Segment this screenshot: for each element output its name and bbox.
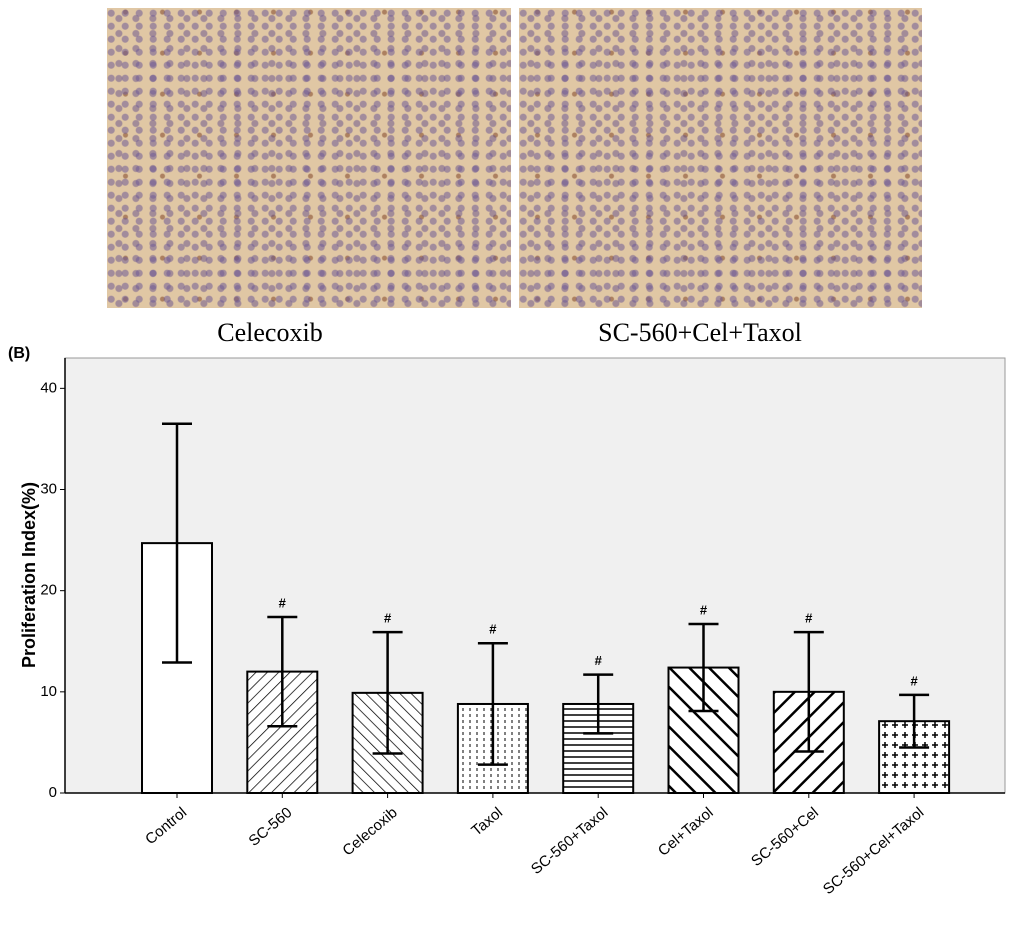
y-tick-label: 10: [40, 683, 57, 700]
y-axis-label: Proliferation Index(%): [19, 482, 39, 668]
y-tick-label: 40: [40, 379, 57, 396]
significance-marker: #: [700, 602, 708, 617]
panel-label: (B): [8, 345, 30, 362]
x-tick-label: SC-560+Cel: [748, 804, 822, 870]
significance-marker: #: [279, 595, 287, 610]
x-tick-label: SC-560+Cel+Taxol: [820, 804, 927, 898]
y-tick-label: 30: [40, 480, 57, 497]
x-tick-label: SC-560: [246, 804, 296, 850]
caption: Celecoxib: [217, 318, 323, 347]
x-tick-label: Taxol: [468, 804, 506, 840]
y-tick-label: 20: [40, 582, 57, 599]
significance-marker: #: [805, 611, 813, 626]
significance-marker: #: [595, 653, 603, 668]
x-tick-label: Control: [142, 804, 190, 848]
caption: SC-560+Cel+Taxol: [598, 318, 802, 347]
significance-marker: #: [489, 622, 497, 637]
micrograph: [107, 8, 511, 308]
significance-marker: #: [910, 673, 918, 688]
x-tick-label: SC-560+Taxol: [528, 804, 611, 878]
significance-marker: #: [384, 611, 392, 626]
x-tick-label: Cel+Taxol: [655, 804, 717, 860]
micrograph: [519, 8, 922, 308]
plot-area: [64, 357, 1006, 794]
y-tick-label: 0: [49, 784, 57, 801]
x-tick-label: Celecoxib: [339, 804, 400, 859]
